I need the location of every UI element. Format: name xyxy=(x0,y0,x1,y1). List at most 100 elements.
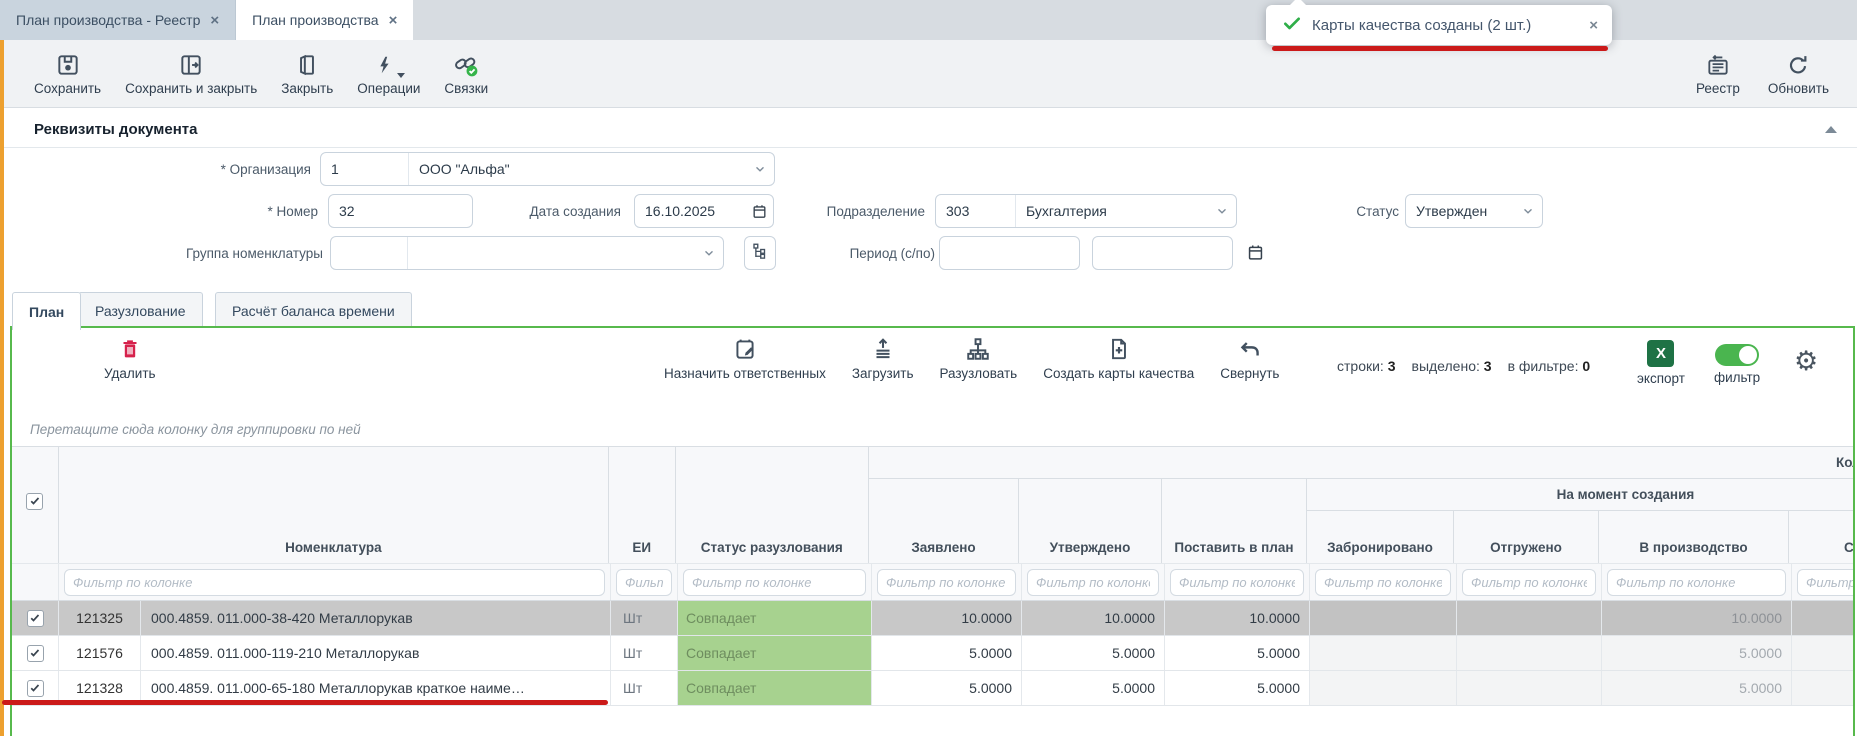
excel-icon: X xyxy=(1647,340,1674,367)
period-label: Период (с/по) xyxy=(800,236,935,270)
export-excel-button[interactable]: X экспорт xyxy=(1637,340,1685,386)
load-button[interactable]: Загрузить xyxy=(852,336,914,381)
row-checkbox[interactable] xyxy=(27,645,44,662)
column-header-in-production[interactable]: В производство xyxy=(1599,511,1789,563)
column-header-to-plan[interactable]: Поставить в план xyxy=(1162,479,1307,563)
department-select[interactable]: 303 Бухгалтерия xyxy=(935,194,1237,228)
document-plus-icon xyxy=(1106,336,1132,362)
close-icon[interactable]: × xyxy=(210,13,219,28)
hierarchy-picker-button[interactable] xyxy=(744,236,776,270)
filter-extra-input[interactable] xyxy=(1797,569,1855,596)
filter-reserved-input[interactable] xyxy=(1315,569,1451,596)
row-shipped xyxy=(1457,636,1602,670)
created-date-value: 16.10.2025 xyxy=(635,203,745,219)
row-checkbox[interactable] xyxy=(27,610,44,627)
tab-plan-registry[interactable]: План производства - Реестр × xyxy=(0,0,236,40)
explode-button[interactable]: Разузловать xyxy=(939,336,1017,381)
save-button[interactable]: Сохранить xyxy=(34,52,101,96)
assign-label: Назначить ответственных xyxy=(664,366,826,381)
toast-message: Карты качества созданы (2 шт.) xyxy=(1312,17,1531,34)
group-header-at-creation: На момент создания xyxy=(1307,479,1855,511)
row-checkbox[interactable] xyxy=(27,680,44,697)
gear-icon[interactable]: ⚙ xyxy=(1794,348,1818,375)
filter-unit-input[interactable] xyxy=(616,569,672,596)
group-by-drop-zone[interactable]: Перетащите сюда колонку для группировки … xyxy=(30,422,361,437)
close-button[interactable]: Закрыть xyxy=(281,52,333,96)
column-header-extra[interactable]: Св xyxy=(1789,511,1855,563)
operations-label: Операции xyxy=(357,81,420,96)
filtered-count: в фильтре: 0 xyxy=(1508,358,1591,374)
nomenclature-group-label: Группа номенклатуры xyxy=(150,236,323,270)
links-button[interactable]: Связки xyxy=(444,52,488,96)
doc-tab-label: Расчёт баланса времени xyxy=(232,303,395,319)
collapse-button[interactable]: Свернуть xyxy=(1220,336,1279,381)
refresh-button[interactable]: Обновить xyxy=(1768,52,1829,96)
clipboard-pencil-icon xyxy=(732,336,758,362)
filter-declared-input[interactable] xyxy=(877,569,1016,596)
table-row[interactable]: 121576 000.4859. 011.000-119-210 Металло… xyxy=(12,636,1855,671)
row-unit: Шт xyxy=(611,671,678,705)
chevron-down-icon xyxy=(746,162,774,176)
period-from-field[interactable] xyxy=(939,236,1080,270)
collapse-label: Свернуть xyxy=(1220,366,1279,381)
save-close-icon xyxy=(178,52,204,78)
nomenclature-group-select[interactable] xyxy=(330,236,724,270)
status-select[interactable]: Утвержден xyxy=(1405,194,1543,228)
registry-button[interactable]: Реестр xyxy=(1696,52,1740,96)
row-to-plan: 10.0000 xyxy=(1165,601,1310,635)
tab-plan-document[interactable]: План производства × xyxy=(236,0,413,40)
filter-approved-input[interactable] xyxy=(1027,569,1159,596)
toast-notification: Карты качества созданы (2 шт.) × xyxy=(1266,5,1612,45)
filter-to-plan-input[interactable] xyxy=(1170,569,1304,596)
doc-tab-plan[interactable]: План xyxy=(12,292,81,330)
filter-shipped-input[interactable] xyxy=(1462,569,1596,596)
filter-nomenclature-input[interactable] xyxy=(64,569,605,596)
tree-icon xyxy=(751,242,769,265)
collapse-section-icon[interactable] xyxy=(1825,126,1837,133)
column-header-approved[interactable]: Утверждено xyxy=(1019,479,1162,563)
tree-structure-icon xyxy=(965,336,991,362)
calendar-icon[interactable] xyxy=(1246,243,1265,267)
doc-tab-explode[interactable]: Разузлование xyxy=(78,292,203,328)
delete-button[interactable]: Удалить xyxy=(104,336,156,381)
organization-select[interactable]: 1 ООО "Альфа" xyxy=(320,152,775,186)
explode-label: Разузловать xyxy=(939,366,1017,381)
number-field[interactable] xyxy=(328,194,473,228)
created-date-field[interactable]: 16.10.2025 xyxy=(634,194,774,228)
calendar-icon[interactable] xyxy=(745,203,773,220)
row-approved: 5.0000 xyxy=(1022,636,1165,670)
nomenclature-group-code[interactable] xyxy=(331,237,408,269)
close-icon[interactable]: × xyxy=(389,13,398,28)
filter-toggle-button[interactable]: фильтр xyxy=(1714,344,1760,385)
toggle-on-icon[interactable] xyxy=(1715,344,1759,366)
filter-explode-status-input[interactable] xyxy=(683,569,866,596)
row-to-plan: 5.0000 xyxy=(1165,636,1310,670)
column-header-shipped[interactable]: Отгружено xyxy=(1454,511,1599,563)
department-name: Бухгалтерия xyxy=(1016,203,1208,219)
filter-in-production-input[interactable] xyxy=(1607,569,1786,596)
organization-code[interactable]: 1 xyxy=(321,153,409,185)
close-icon[interactable]: × xyxy=(1589,17,1598,34)
doc-tab-label: Разузлование xyxy=(95,303,186,319)
plan-tab-panel: Удалить Назначить ответственных Загрузит… xyxy=(10,326,1855,736)
doc-tab-time-balance[interactable]: Расчёт баланса времени xyxy=(215,292,412,328)
rows-count: строки: 3 xyxy=(1337,358,1396,374)
assign-responsible-button[interactable]: Назначить ответственных xyxy=(664,336,826,381)
column-header-explode-status[interactable]: Статус разузлования xyxy=(676,447,869,563)
period-to-field[interactable] xyxy=(1092,236,1233,270)
operations-button[interactable]: Операции xyxy=(357,52,420,96)
trash-icon xyxy=(118,336,142,362)
column-header-declared[interactable]: Заявлено xyxy=(869,479,1019,563)
close-label: Закрыть xyxy=(281,81,333,96)
row-in-production: 10.0000 xyxy=(1602,601,1792,635)
save-and-close-button[interactable]: Сохранить и закрыть xyxy=(125,52,257,96)
table-row[interactable]: 121325 000.4859. 011.000-38-420 Металлор… xyxy=(12,601,1855,636)
column-header-unit[interactable]: ЕИ xyxy=(609,447,676,563)
select-all-checkbox[interactable] xyxy=(26,493,43,510)
requisites-header: Реквизиты документа xyxy=(0,112,1857,148)
column-header-nomenclature[interactable]: Номенклатура xyxy=(59,447,609,563)
row-unit: Шт xyxy=(611,636,678,670)
department-code[interactable]: 303 xyxy=(936,195,1016,227)
column-header-reserved[interactable]: Забронировано xyxy=(1307,511,1454,563)
create-quality-cards-button[interactable]: Создать карты качества xyxy=(1043,336,1194,381)
